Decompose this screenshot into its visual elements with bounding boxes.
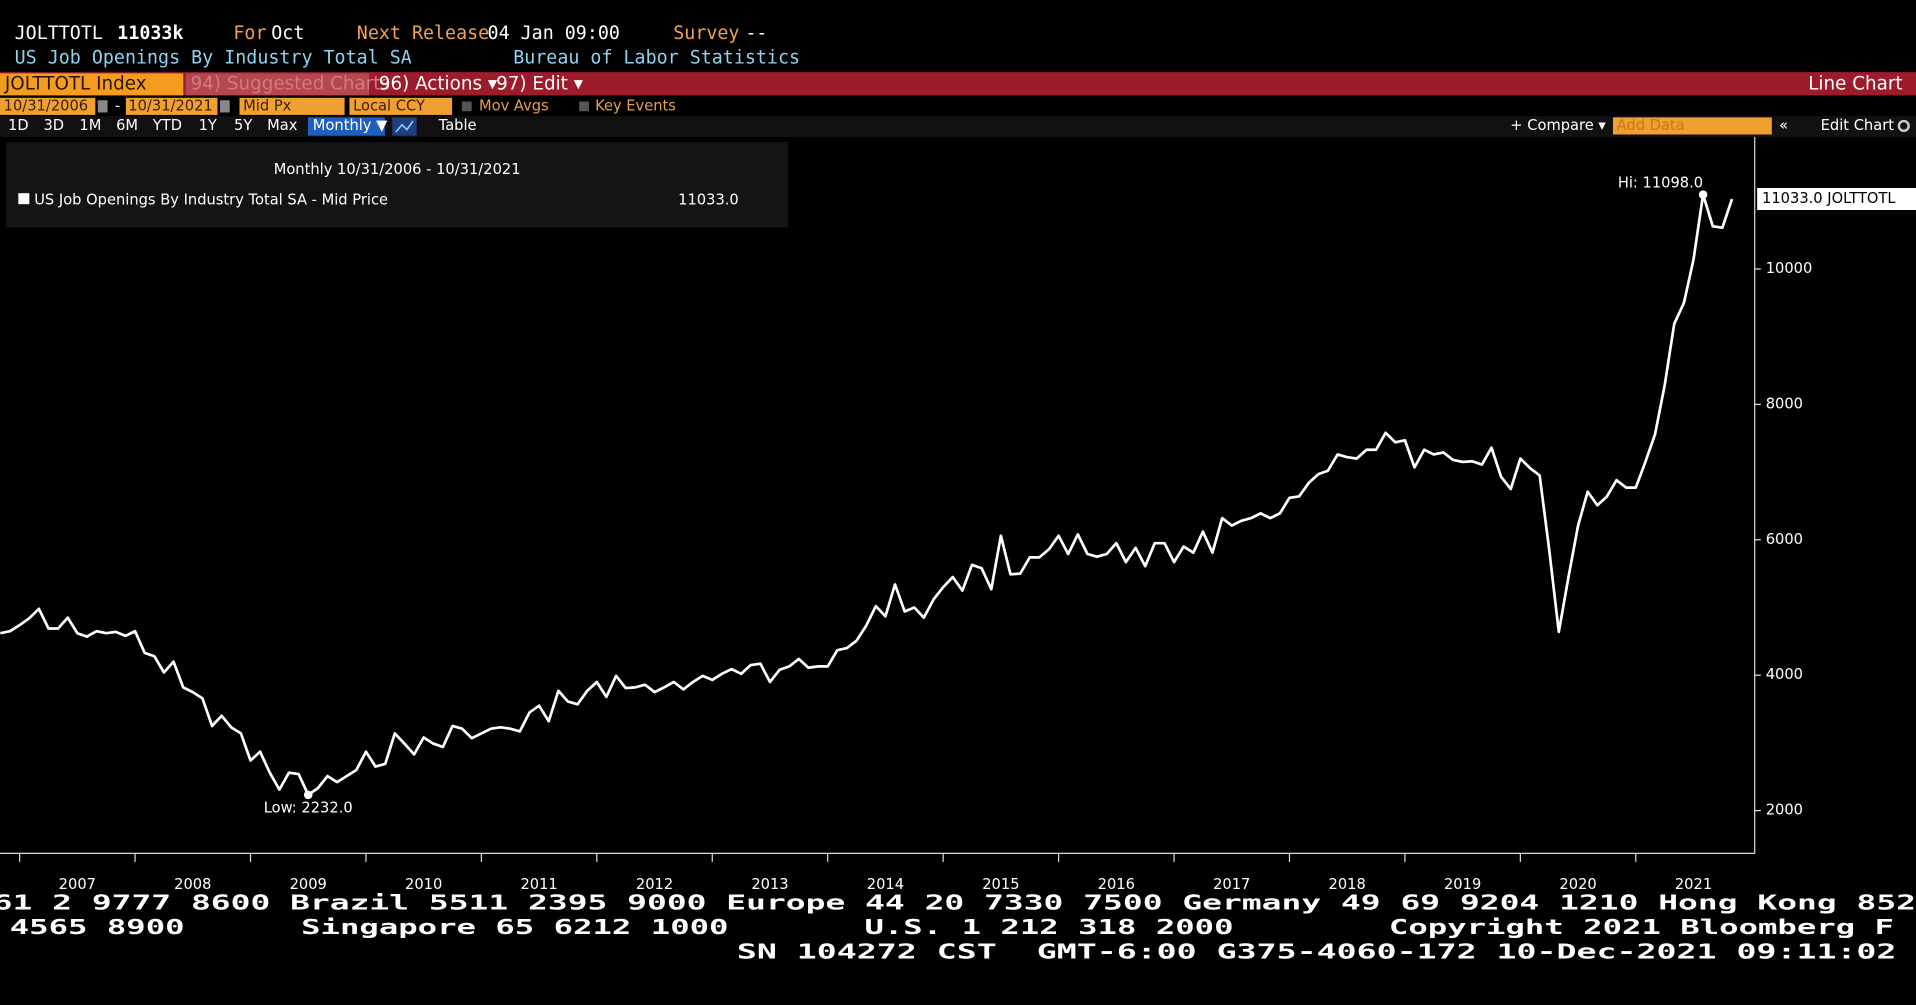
period-button[interactable]: 3D: [43, 117, 64, 134]
x-tick-label: 2020: [1559, 876, 1596, 893]
x-tick-label: 2019: [1444, 876, 1481, 893]
legend-entry: US Job Openings By Industry Total SA - M…: [34, 192, 388, 209]
mov-avgs[interactable]: Mov Avgs: [479, 97, 549, 114]
chart-icon: [395, 120, 414, 133]
period-button[interactable]: 1Y: [199, 117, 217, 134]
period-bar: [0, 116, 1916, 137]
period-button[interactable]: 1D: [8, 117, 29, 134]
footer-line: 61 2 9777 8600 Brazil 5511 2395 9000 Eur…: [0, 891, 1916, 915]
y-tick-label: 4000: [1766, 666, 1803, 683]
calendar-icon[interactable]: [219, 100, 230, 113]
x-tick-label: 2016: [1098, 876, 1135, 893]
x-tick-label: 2008: [174, 876, 211, 893]
period-button[interactable]: Max: [267, 117, 298, 134]
start-date-field[interactable]: [0, 97, 96, 115]
x-tick-label: 2010: [405, 876, 442, 893]
x-tick-label: 2018: [1329, 876, 1366, 893]
edit-menu[interactable]: 97) Edit ▾: [496, 73, 584, 94]
footer-line: 4565 8900 Singapore 65 6212 1000 U.S. 1 …: [10, 915, 1894, 939]
x-tick-label: 2007: [59, 876, 96, 893]
currency-select[interactable]: [349, 97, 453, 115]
annotation: Low: 2232.0: [264, 799, 353, 816]
y-tick-label: 8000: [1766, 395, 1803, 412]
footer-line: SN 104272 CST GMT-6:00 G375-4060-172 10-…: [737, 939, 1897, 963]
suggested-charts[interactable]: 94) Suggested Charts: [191, 73, 390, 94]
series-line: [0, 193, 1734, 797]
legend-box: [6, 141, 789, 228]
checkbox[interactable]: [579, 101, 589, 112]
start-date[interactable]: 10/31/2006: [4, 97, 88, 114]
x-tick-label: 2012: [636, 876, 673, 893]
period-button[interactable]: YTD: [152, 117, 182, 134]
chart-title: Monthly 10/31/2006 - 10/31/2021: [274, 161, 521, 178]
x-tick-label: 2014: [867, 876, 904, 893]
x-tick-label: 2009: [290, 876, 327, 893]
currency[interactable]: Local CCY: [353, 97, 425, 114]
description: US Job Openings By Industry Total SA: [15, 48, 412, 69]
x-tick-label: 2021: [1675, 876, 1712, 893]
frequency[interactable]: Monthly ▼: [313, 117, 388, 134]
annotation-point: [1698, 190, 1708, 199]
security[interactable]: JOLTTOTL Index: [4, 73, 147, 94]
add-data[interactable]: Add Data: [1617, 117, 1685, 134]
field[interactable]: Mid Px: [243, 97, 292, 114]
compare-button[interactable]: + Compare ▾: [1510, 117, 1606, 134]
next-release-label: Next Release: [357, 23, 489, 44]
period-button[interactable]: 1M: [79, 117, 101, 134]
field-select[interactable]: [239, 97, 345, 115]
calendar-icon[interactable]: [97, 100, 108, 113]
add-data-field[interactable]: [1612, 117, 1772, 135]
checkbox[interactable]: [461, 101, 472, 112]
legend-swatch: [18, 193, 30, 205]
settings-icon[interactable]: [1897, 119, 1910, 133]
date-dash: -: [115, 97, 120, 114]
suggested-button[interactable]: [185, 73, 370, 96]
security-field[interactable]: [0, 73, 184, 96]
source: Bureau of Labor Statistics: [513, 48, 800, 69]
x-tick-label: 2013: [751, 876, 788, 893]
survey-label: Survey: [673, 23, 739, 44]
last-value-tag: [1757, 188, 1916, 211]
ticker: JOLTTOTL: [15, 23, 103, 44]
y-tick-label: 2000: [1766, 802, 1803, 819]
edit-chart-button[interactable]: Edit Chart: [1821, 117, 1895, 134]
y-tick-label: 10000: [1766, 260, 1813, 277]
for-label: For: [233, 23, 266, 44]
table-button[interactable]: Table: [438, 117, 477, 134]
last-value-label: 11033.0 JOLTTOTL: [1762, 190, 1896, 207]
x-tick-label: 2011: [520, 876, 557, 893]
x-tick-label: 2015: [982, 876, 1019, 893]
frequency-button[interactable]: [307, 117, 385, 136]
header-value: 11033k: [117, 23, 183, 44]
annotation-point: [303, 790, 313, 800]
legend-value: 11033.0: [678, 192, 739, 209]
chart-kind: Line Chart: [1808, 73, 1902, 94]
collapse-button[interactable]: «: [1779, 117, 1788, 134]
y-tick-label: 6000: [1766, 531, 1803, 548]
end-date[interactable]: 10/31/2021: [128, 97, 212, 114]
period-button[interactable]: 5Y: [234, 117, 252, 134]
actions-menu[interactable]: 96) Actions ▾: [379, 73, 498, 94]
menu-bar: [0, 72, 1916, 96]
end-date-field[interactable]: [125, 97, 218, 115]
annotation: Hi: 11098.0: [1618, 175, 1703, 192]
next-release-value: 04 Jan 09:00: [488, 23, 620, 44]
key-events[interactable]: Key Events: [595, 97, 676, 114]
survey-value: --: [745, 23, 767, 44]
period-button[interactable]: 6M: [116, 117, 138, 134]
plot: 2000 4000 6000 8000 10000 2007 2008 2009 2010 201…: [0, 136, 1916, 893]
for-value: Oct: [271, 23, 304, 44]
x-tick-label: 2017: [1213, 876, 1250, 893]
